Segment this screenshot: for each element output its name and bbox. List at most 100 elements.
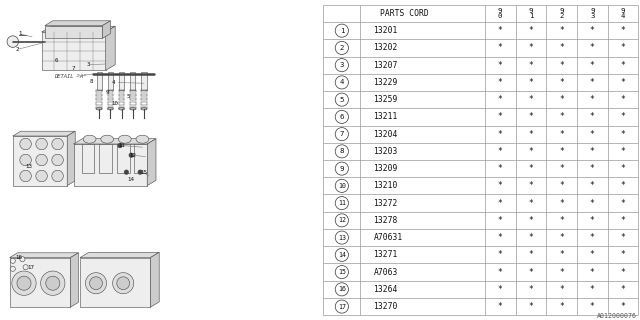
Polygon shape [42,26,115,32]
Text: 4: 4 [112,80,115,85]
Circle shape [52,170,63,182]
Text: *: * [621,112,625,121]
Text: *: * [559,147,564,156]
Text: 17: 17 [27,265,34,270]
Polygon shape [74,144,147,186]
Ellipse shape [97,108,102,110]
Text: *: * [590,130,595,139]
Text: *: * [498,181,502,190]
Circle shape [7,36,19,47]
Text: *: * [559,164,564,173]
Circle shape [335,214,348,227]
Text: 13211: 13211 [373,112,397,121]
Circle shape [335,76,348,89]
Text: 17: 17 [338,304,346,309]
Polygon shape [10,253,79,258]
Text: 7: 7 [340,131,344,137]
Text: 13270: 13270 [373,302,397,311]
Circle shape [12,268,14,270]
Text: *: * [498,268,502,276]
Text: *: * [559,233,564,242]
Circle shape [12,271,36,295]
Text: *: * [529,181,533,190]
Text: *: * [559,302,564,311]
Circle shape [52,154,63,166]
Text: 15: 15 [338,269,346,275]
Text: *: * [559,61,564,70]
Text: *: * [498,199,502,208]
Circle shape [335,300,348,313]
Polygon shape [13,136,67,186]
Text: *: * [559,199,564,208]
Text: 8: 8 [90,79,93,84]
Text: 9
4: 9 4 [621,8,625,19]
Bar [116,144,129,173]
Text: 5: 5 [340,97,344,103]
Text: 13271: 13271 [373,250,397,259]
Circle shape [335,59,348,72]
Text: *: * [498,302,502,311]
Circle shape [335,24,348,37]
Polygon shape [102,21,111,38]
Ellipse shape [136,135,149,143]
Text: *: * [529,233,533,242]
Text: 5: 5 [126,93,130,99]
Polygon shape [13,131,76,136]
Text: 7: 7 [72,66,76,71]
Text: *: * [498,44,502,52]
Text: *: * [621,147,625,156]
Text: *: * [559,216,564,225]
Text: 4: 4 [340,79,344,85]
Text: *: * [621,130,625,139]
Text: *: * [559,285,564,294]
Text: 1: 1 [340,28,344,34]
Circle shape [20,170,31,182]
Bar [131,72,136,90]
Text: *: * [590,112,595,121]
Text: *: * [559,26,564,35]
Text: 13202: 13202 [373,44,397,52]
Text: *: * [498,61,502,70]
Polygon shape [67,131,76,186]
Text: *: * [559,268,564,276]
Text: 3: 3 [86,62,90,67]
Circle shape [36,138,47,150]
Text: *: * [498,26,502,35]
Text: *: * [498,164,502,173]
Text: *: * [621,78,625,87]
Text: 12: 12 [338,217,346,223]
Text: 11: 11 [118,143,125,148]
Text: A70631: A70631 [373,233,403,242]
Text: A7063: A7063 [373,268,397,276]
Polygon shape [150,252,159,307]
Circle shape [335,266,348,279]
Text: *: * [529,44,533,52]
Text: 13209: 13209 [373,164,397,173]
Circle shape [116,277,129,290]
Text: *: * [559,112,564,121]
Circle shape [335,145,348,158]
Text: 2: 2 [340,45,344,51]
Circle shape [20,257,25,262]
Circle shape [17,276,31,290]
Text: 13278: 13278 [373,216,397,225]
Circle shape [86,273,106,294]
Text: *: * [559,181,564,190]
Text: 13264: 13264 [373,285,397,294]
Text: *: * [590,44,595,52]
Text: *: * [498,250,502,259]
Text: *: * [590,233,595,242]
Circle shape [335,196,348,210]
Text: *: * [590,26,595,35]
Text: *: * [590,285,595,294]
Text: *: * [590,95,595,104]
Text: *: * [498,130,502,139]
Text: *: * [621,268,625,276]
Text: *: * [590,164,595,173]
Ellipse shape [130,108,136,110]
Text: 13: 13 [26,164,32,169]
Text: 9
3: 9 3 [590,8,595,19]
Circle shape [118,143,122,148]
Text: 12: 12 [129,153,136,158]
Text: *: * [529,112,533,121]
